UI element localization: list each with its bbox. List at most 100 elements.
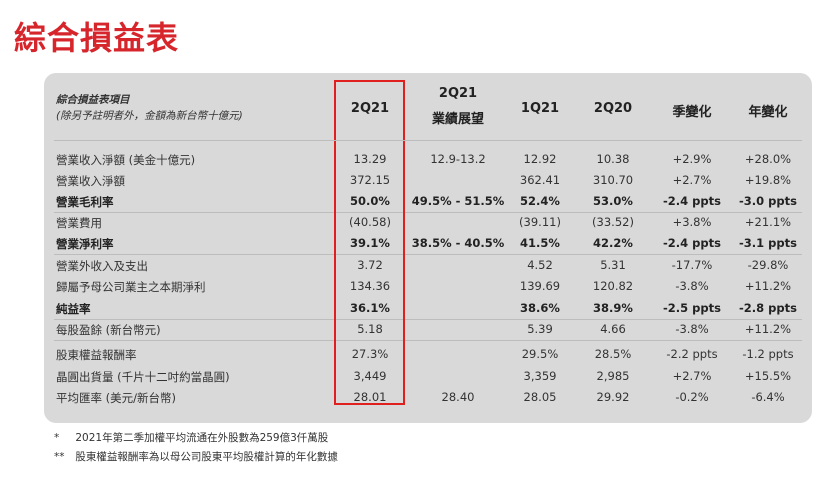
table-cell: -6.4% — [751, 390, 785, 404]
row-label: 營業淨利率 — [56, 237, 114, 251]
table-cell: 4.52 — [527, 258, 553, 272]
header-divider — [54, 140, 802, 141]
footnote-1: * 2021年第二季加權平均流通在外股數為259億3仟萬股 — [54, 430, 328, 445]
row-label: 營業收入淨額 (美金十億元) — [56, 153, 196, 167]
row-divider — [54, 340, 802, 341]
table-cell: 3,359 — [523, 369, 557, 383]
row-divider — [54, 319, 802, 320]
table-cell: -29.8% — [747, 258, 789, 272]
table-cell: -3.8% — [675, 322, 709, 336]
table-cell: 38.6% — [520, 301, 560, 315]
row-divider — [54, 254, 802, 255]
table-cell: 310.70 — [592, 173, 634, 187]
table-cell: 53.0% — [593, 194, 633, 208]
row-label: 營業收入淨額 — [56, 174, 125, 188]
table-cell: +21.1% — [744, 215, 792, 229]
table-cell: +3.8% — [672, 215, 712, 229]
current-quarter-highlight — [334, 80, 405, 405]
table-cell: -2.4 ppts — [663, 194, 721, 208]
table-cell: 362.41 — [519, 173, 561, 187]
column-header: 2Q21 業績展望 — [403, 86, 513, 127]
table-cell: -2.4 ppts — [663, 236, 721, 250]
footnote-mark: ** — [54, 451, 65, 463]
table-cell: 139.69 — [519, 279, 561, 293]
table-cell: +2.7% — [672, 173, 712, 187]
table-header-note: (除另予註明者外，金額為新台幣十億元) — [56, 110, 243, 122]
table-cell: 27.3% — [351, 347, 389, 361]
column-header-line: 業績展望 — [431, 112, 484, 127]
table-cell: 120.82 — [592, 279, 634, 293]
row-label: 歸屬予母公司業主之本期淨利 — [56, 280, 206, 294]
column-header: 1Q21 — [520, 101, 560, 116]
table-cell: 28.01 — [353, 390, 387, 404]
table-cell: 3,449 — [353, 369, 387, 383]
table-cell: -3.0 ppts — [739, 194, 797, 208]
table-cell: (39.11) — [519, 215, 561, 229]
table-cell: 4.66 — [600, 322, 626, 336]
row-label: 營業費用 — [56, 216, 102, 230]
row-label: 股東權益報酬率 — [56, 348, 137, 362]
table-cell: -0.2% — [675, 390, 709, 404]
table-cell: 28.40 — [441, 390, 475, 404]
table-cell: 5.18 — [357, 322, 383, 336]
table-cell: 41.5% — [520, 236, 560, 250]
table-panel — [44, 73, 812, 423]
table-cell: +2.7% — [672, 369, 712, 383]
footnote-text: 股東權益報酬率為以母公司股東平均股權計算的年化數據 — [75, 451, 338, 463]
row-label: 營業外收入及支出 — [56, 259, 148, 273]
table-cell: 52.4% — [520, 194, 560, 208]
table-cell: 12.92 — [523, 152, 557, 166]
column-header: 2Q20 — [593, 101, 633, 116]
table-cell: 39.1% — [350, 236, 390, 250]
table-cell: +11.2% — [744, 279, 792, 293]
table-cell: 3.72 — [357, 258, 383, 272]
row-label: 平均匯率 (美元/新台幣) — [56, 391, 177, 405]
table-cell: 10.38 — [596, 152, 630, 166]
table-cell: 28.5% — [594, 347, 632, 361]
table-cell: 28.05 — [523, 390, 557, 404]
table-cell: 38.5% - 40.5% — [411, 236, 505, 250]
table-cell: 49.5% - 51.5% — [411, 194, 505, 208]
table-cell: 12.9-13.2 — [430, 152, 486, 166]
footnote-mark: * — [54, 432, 60, 444]
column-header: 2Q21 — [350, 101, 390, 116]
table-cell: (40.58) — [349, 215, 391, 229]
table-cell: (33.52) — [592, 215, 634, 229]
table-cell: -3.1 ppts — [739, 236, 797, 250]
row-label: 每股盈餘 (新台幣元) — [56, 323, 161, 337]
table-cell: 5.39 — [527, 322, 553, 336]
table-cell: 38.9% — [593, 301, 633, 315]
table-header-label: 綜合損益表項目 — [56, 94, 130, 106]
column-header: 季變化 — [672, 105, 712, 120]
table-cell: -2.8 ppts — [739, 301, 797, 315]
table-cell: 2,985 — [596, 369, 630, 383]
row-divider — [54, 212, 802, 213]
table-cell: -2.2 ppts — [666, 347, 718, 361]
table-cell: 13.29 — [353, 152, 387, 166]
table-cell: +11.2% — [744, 322, 792, 336]
table-cell: -3.8% — [675, 279, 709, 293]
page-title: 綜合損益表 — [14, 19, 180, 57]
row-label: 營業毛利率 — [56, 195, 114, 209]
column-header-line: 2Q21 — [438, 86, 478, 101]
table-cell: +28.0% — [744, 152, 792, 166]
table-cell: 29.5% — [521, 347, 559, 361]
column-header: 年變化 — [748, 105, 788, 120]
table-cell: -17.7% — [671, 258, 713, 272]
table-cell: 29.92 — [596, 390, 630, 404]
table-cell: 134.36 — [349, 279, 391, 293]
table-cell: 42.2% — [593, 236, 633, 250]
table-cell: 372.15 — [349, 173, 391, 187]
row-label: 純益率 — [56, 302, 91, 316]
table-cell: +15.5% — [744, 369, 792, 383]
row-label: 晶圓出貨量 (千片十二吋約當晶圓) — [56, 370, 230, 384]
table-cell: 50.0% — [350, 194, 390, 208]
table-cell: +2.9% — [672, 152, 712, 166]
footnote-text: 2021年第二季加權平均流通在外股數為259億3仟萬股 — [75, 432, 329, 444]
table-cell: 36.1% — [350, 301, 390, 315]
table-cell: +19.8% — [744, 173, 792, 187]
footnote-2: ** 股東權益報酬率為以母公司股東平均股權計算的年化數據 — [54, 449, 338, 464]
table-cell: 5.31 — [600, 258, 626, 272]
table-cell: -1.2 ppts — [742, 347, 794, 361]
table-cell: -2.5 ppts — [663, 301, 721, 315]
